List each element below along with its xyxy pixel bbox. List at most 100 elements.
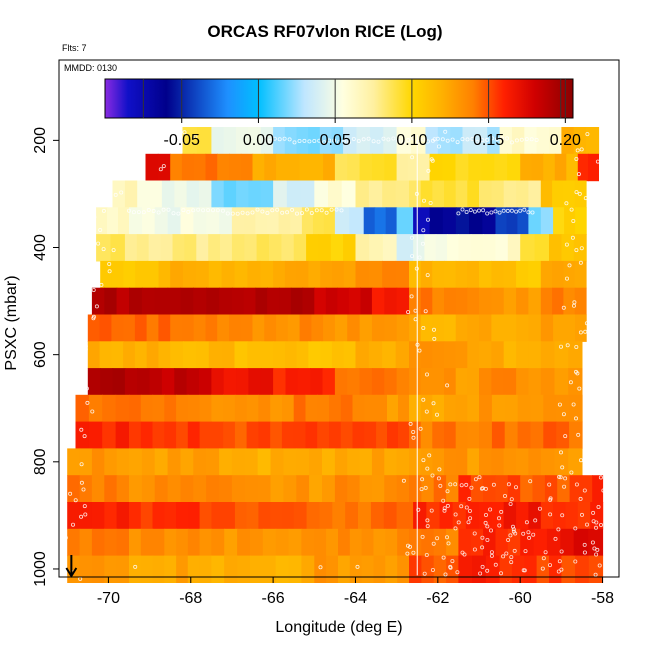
sample-dot: [511, 527, 516, 532]
heatmap-cell: [320, 260, 333, 289]
heatmap-cell: [146, 260, 160, 289]
heatmap-cell: [317, 421, 330, 449]
sample-dot: [473, 477, 478, 482]
sample-dot: [421, 325, 426, 330]
heatmap-cell: [167, 448, 182, 476]
sample-dot: [574, 248, 579, 253]
heatmap-cell: [398, 394, 410, 423]
sample-dot: [548, 512, 553, 517]
heatmap-cell: [152, 528, 165, 557]
sample-dot: [318, 565, 323, 570]
heatmap-cell: [297, 368, 311, 396]
sample-dot: [584, 321, 589, 326]
heatmap-cell: [250, 528, 264, 557]
sample-dot: [431, 327, 436, 332]
sample-dot: [445, 383, 450, 388]
y-tick-label: 800: [32, 448, 49, 475]
sample-dot: [94, 304, 99, 309]
sample-dot: [560, 465, 565, 470]
flights-label: Flts: 7: [62, 43, 87, 53]
heatmap-cell: [154, 207, 169, 235]
sample-dot: [210, 208, 215, 213]
heatmap-cell: [193, 207, 207, 235]
heatmap-cell: [568, 341, 583, 369]
heatmap-cell: [219, 448, 233, 476]
heatmap-cell: [231, 475, 246, 503]
sample-dot: [472, 209, 477, 214]
sample-dot: [441, 555, 446, 560]
heatmap-cell: [255, 287, 268, 316]
sample-dot: [267, 138, 272, 143]
heatmap-cell: [240, 314, 254, 342]
heatmap-cell: [359, 448, 373, 476]
heatmap-cell: [140, 555, 154, 583]
heatmap-cell: [409, 555, 422, 583]
heatmap-cell: [322, 448, 336, 476]
heatmap-cell: [129, 421, 142, 449]
heatmap-cell: [296, 341, 309, 369]
heatmap-cell: [302, 287, 315, 316]
sample-dot: [391, 136, 396, 141]
heatmap-cell: [296, 475, 310, 503]
sample-dot: [593, 572, 598, 577]
heatmap-cell: [164, 394, 177, 423]
sample-dot: [427, 453, 432, 458]
x-tick-label: -64: [344, 590, 367, 607]
sample-dot: [443, 129, 448, 134]
sample-dot: [425, 518, 430, 523]
sample-dot: [533, 518, 538, 523]
heatmap-cell: [123, 260, 136, 289]
sample-dot: [430, 568, 435, 573]
heatmap-cell: [181, 314, 195, 342]
heatmap-cell: [359, 475, 373, 503]
sample-dot: [489, 553, 494, 558]
sample-dot: [436, 476, 441, 481]
colorbar-tick-label: -0.05: [163, 132, 200, 149]
heatmap-cell: [553, 502, 567, 530]
heatmap-cell: [211, 127, 225, 155]
heatmap-cell: [494, 153, 508, 182]
sample-dot: [445, 138, 450, 143]
heatmap-cell: [236, 368, 250, 396]
sample-dot: [366, 136, 371, 141]
sample-dot: [455, 140, 460, 145]
sample-dot: [483, 513, 488, 518]
sample-dot: [401, 139, 406, 144]
heatmap-cell: [481, 153, 495, 182]
colorbar-tick-label: 0.00: [243, 132, 274, 149]
sample-dot: [166, 207, 171, 212]
heatmap-cell: [187, 421, 201, 449]
heatmap-cell: [270, 394, 283, 423]
colorbar: -0.05 0.00 0.05 0.10 0.15 0.20: [104, 78, 581, 149]
heatmap-cell: [385, 528, 398, 557]
sample-dot: [477, 475, 482, 480]
heatmap-cell: [180, 207, 194, 235]
heatmap-cell: [123, 314, 136, 342]
heatmap-cell: [409, 314, 422, 342]
heatmap-cell: [467, 260, 480, 289]
sample-dot: [71, 522, 76, 527]
heatmap-cell: [224, 555, 238, 583]
sample-dot: [440, 137, 445, 142]
sample-dot: [435, 136, 440, 141]
sample-dot: [561, 412, 566, 417]
sample-dot: [420, 241, 425, 246]
heatmap-cell: [516, 448, 530, 476]
sample-dot: [509, 497, 514, 502]
heatmap-cell: [467, 287, 480, 316]
sample-dot: [548, 497, 553, 502]
heatmap-cell: [283, 475, 297, 503]
sample-dot: [485, 137, 490, 142]
heatmap-cell: [301, 555, 315, 583]
heatmap-cell: [528, 207, 542, 235]
sample-dot: [445, 503, 450, 508]
sample-dot: [322, 140, 327, 145]
heatmap-cell: [455, 448, 468, 476]
sample-dot: [314, 208, 319, 213]
sample-dot: [193, 134, 198, 139]
heatmap-cell: [455, 153, 469, 182]
heatmap-cell: [136, 234, 150, 262]
heatmap-cell: [409, 475, 422, 503]
heatmap-cell: [79, 475, 93, 503]
heatmap-cell: [444, 314, 457, 342]
